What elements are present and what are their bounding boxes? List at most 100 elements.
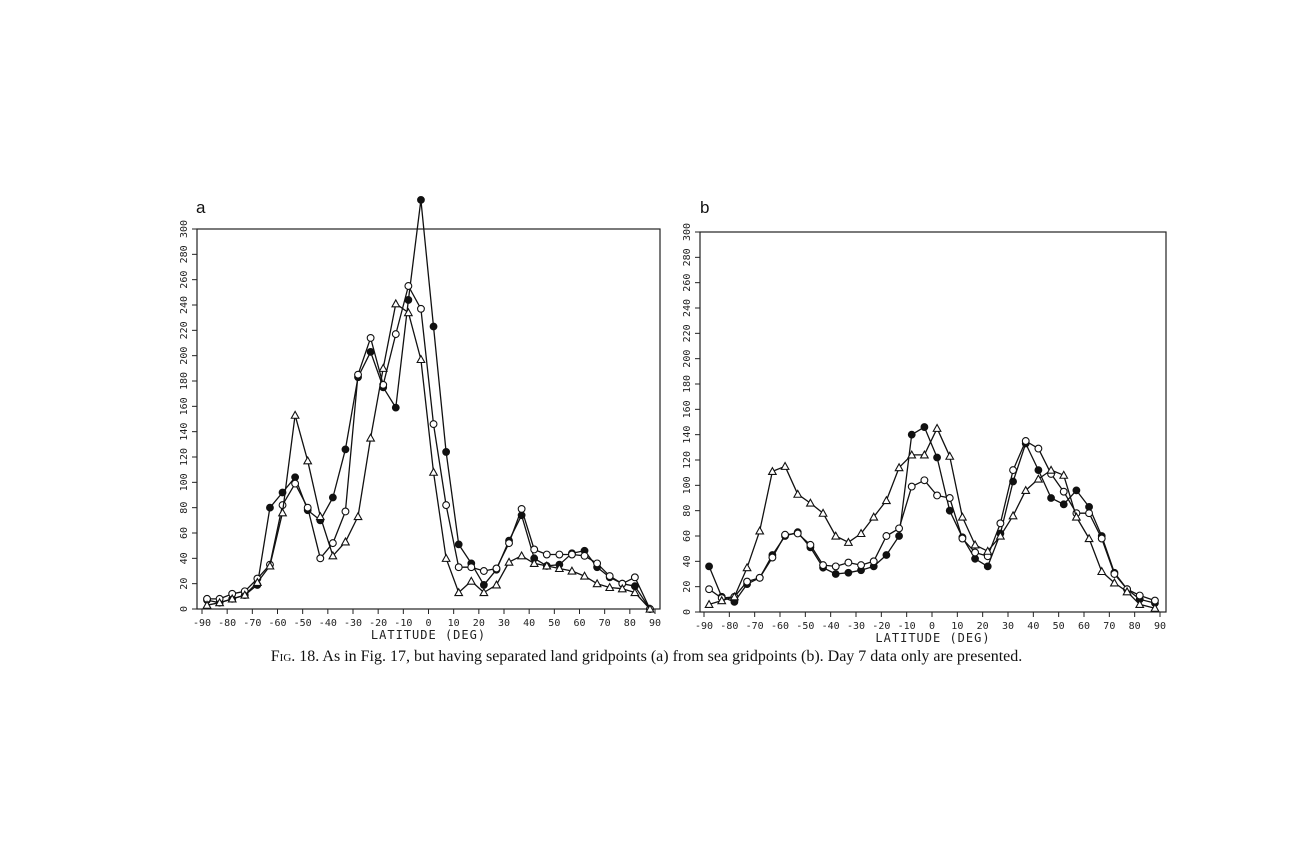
marker-triangle [1046, 465, 1056, 474]
marker-triangle [542, 561, 552, 570]
marker-triangle [919, 450, 930, 459]
y-tick-label: 220 [682, 324, 693, 342]
marker-filled-circle [1072, 486, 1081, 495]
marker-filled-circle [341, 445, 350, 454]
x-tick-label: 90 [649, 618, 661, 629]
x-tick-label: 50 [548, 618, 560, 629]
y-tick-label: 100 [682, 476, 693, 494]
marker-open-circle [705, 585, 714, 594]
marker-triangle [328, 550, 338, 560]
marker-open-circle [1059, 487, 1068, 496]
y-tick-label: 140 [179, 423, 190, 441]
marker-triangle [1033, 474, 1044, 483]
y-tick-label: 40 [682, 555, 693, 567]
marker-triangle [617, 583, 628, 593]
marker-open-circle [542, 550, 551, 559]
marker-open-circle [907, 482, 916, 491]
marker-triangle [378, 363, 388, 372]
marker-open-circle [580, 551, 589, 560]
y-tick-label: 240 [682, 299, 693, 317]
marker-open-circle [467, 563, 476, 572]
marker-triangle [604, 582, 615, 592]
marker-triangle [504, 557, 514, 566]
marker-triangle [1150, 603, 1160, 612]
x-tick-label: -10 [394, 618, 412, 629]
marker-triangle [567, 566, 577, 575]
marker-open-circle [1021, 437, 1030, 445]
marker-triangle [391, 298, 401, 308]
y-tick-label: 60 [682, 530, 693, 542]
marker-open-circle [1097, 534, 1106, 543]
marker-open-circle [366, 333, 375, 342]
marker-triangle [592, 578, 602, 588]
marker-triangle [1096, 566, 1107, 576]
marker-open-circle [882, 532, 891, 540]
marker-open-circle [869, 557, 878, 566]
marker-triangle [704, 599, 714, 608]
marker-filled-circle [366, 347, 375, 356]
marker-triangle [1071, 512, 1082, 521]
marker-open-circle [354, 370, 362, 379]
marker-triangle [1058, 470, 1069, 479]
marker-open-circle [920, 476, 929, 485]
y-tick-label: 180 [682, 375, 693, 393]
marker-open-circle [1110, 570, 1119, 578]
x-axis-title: LATITUDE (DEG) [371, 628, 486, 642]
marker-filled-circle [291, 473, 300, 482]
marker-open-circle [316, 554, 325, 563]
y-tick-label: 60 [179, 527, 190, 539]
x-tick-label: -10 [898, 621, 916, 632]
x-tick-label: -50 [294, 618, 312, 629]
marker-filled-circle [417, 195, 425, 204]
x-tick-label: -20 [872, 621, 890, 632]
marker-filled-circle [1047, 494, 1055, 502]
marker-triangle [416, 354, 426, 364]
marker-triangle [944, 451, 955, 460]
marker-open-circle [819, 561, 828, 570]
marker-open-circle [630, 573, 639, 582]
marker-triangle [754, 526, 765, 535]
marker-open-circle [857, 561, 866, 570]
marker-filled-circle [1059, 500, 1068, 509]
marker-open-circle [895, 524, 904, 533]
marker-filled-circle [882, 551, 891, 559]
marker-filled-circle [1034, 466, 1043, 475]
y-tick-label: 260 [179, 271, 190, 289]
marker-triangle [466, 576, 477, 585]
marker-triangle [868, 512, 879, 521]
y-tick-label: 120 [179, 448, 190, 466]
marker-triangle [315, 511, 326, 521]
y-tick-label: 140 [682, 426, 693, 444]
marker-filled-circle [442, 448, 451, 456]
marker-triangle [491, 580, 502, 589]
y-tick-label: 0 [179, 606, 190, 612]
marker-open-circle [605, 572, 614, 581]
x-tick-label: -80 [720, 621, 738, 632]
x-tick-label: -40 [319, 618, 337, 629]
marker-filled-circle [844, 568, 853, 577]
marker-triangle [240, 590, 250, 599]
y-tick-label: 40 [179, 552, 190, 564]
marker-triangle [645, 604, 655, 613]
y-tick-label: 200 [682, 350, 693, 368]
marker-open-circle [781, 530, 790, 539]
y-tick-label: 0 [682, 609, 693, 615]
marker-triangle [792, 489, 803, 498]
marker-open-circle [404, 282, 413, 290]
marker-open-circle [567, 550, 576, 559]
marker-open-circle [479, 567, 488, 575]
marker-filled-circle [907, 430, 916, 439]
panel-label: a [196, 198, 206, 217]
marker-open-circle [996, 519, 1005, 528]
marker-open-circle [831, 562, 840, 571]
marker-open-circle [492, 564, 501, 573]
marker-open-circle [933, 491, 942, 500]
x-tick-label: -40 [822, 621, 840, 632]
marker-triangle [742, 562, 752, 572]
y-tick-label: 180 [179, 372, 190, 390]
marker-triangle [1020, 485, 1031, 494]
y-tick-label: 80 [682, 505, 693, 517]
x-tick-label: 40 [1027, 621, 1039, 632]
marker-triangle [428, 467, 439, 476]
